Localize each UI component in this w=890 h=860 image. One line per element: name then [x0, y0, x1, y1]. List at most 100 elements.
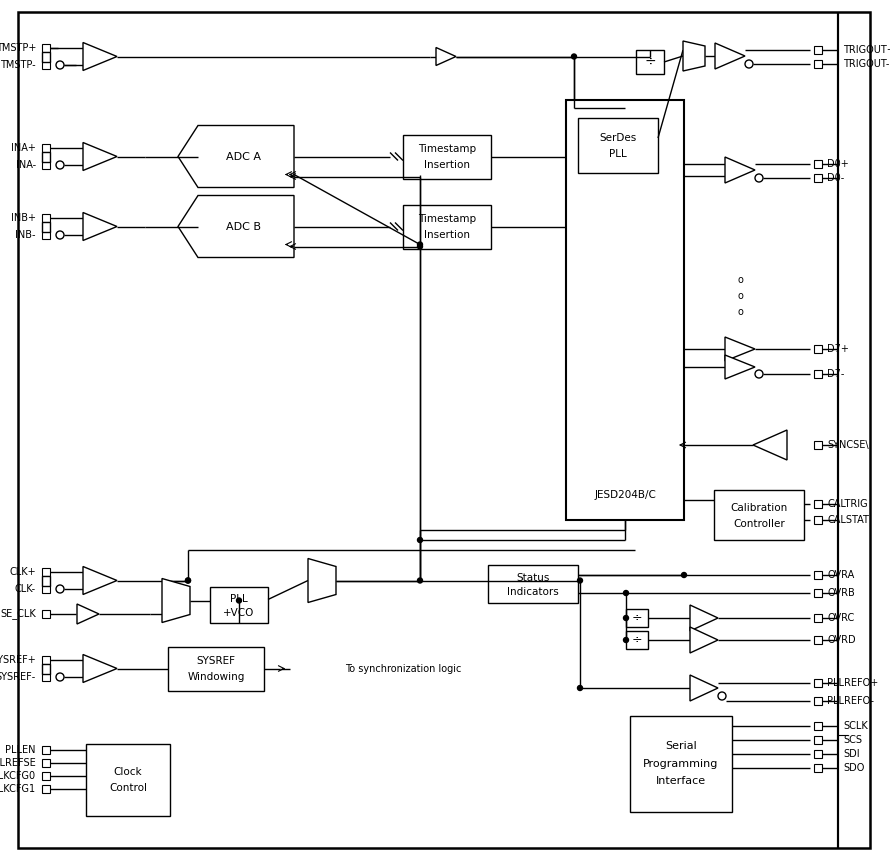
Polygon shape — [83, 143, 117, 170]
Text: OVRC: OVRC — [827, 613, 854, 623]
Bar — [42, 52, 50, 62]
Text: o: o — [737, 291, 743, 301]
Text: D7+: D7+ — [827, 344, 849, 354]
Bar — [42, 746, 50, 754]
Text: INB-: INB- — [15, 230, 36, 240]
Text: Programming: Programming — [643, 759, 719, 769]
Bar — [566, 100, 684, 520]
Bar — [630, 716, 732, 812]
Circle shape — [718, 692, 726, 700]
Text: o: o — [737, 275, 743, 285]
Circle shape — [56, 585, 64, 593]
Polygon shape — [725, 355, 755, 379]
Bar — [814, 160, 822, 168]
Bar — [814, 636, 822, 644]
Text: Timestamp: Timestamp — [418, 213, 476, 224]
Polygon shape — [753, 430, 787, 460]
Text: Interface: Interface — [656, 776, 706, 786]
Polygon shape — [725, 157, 755, 183]
Bar — [814, 764, 822, 772]
Text: ADC A: ADC A — [226, 151, 262, 162]
Bar — [814, 736, 822, 744]
Bar — [168, 647, 264, 691]
Text: o: o — [737, 307, 743, 317]
Polygon shape — [715, 43, 745, 69]
Text: TRIGOUT+: TRIGOUT+ — [843, 45, 890, 55]
Bar — [42, 222, 50, 231]
Text: +VCO: +VCO — [223, 607, 255, 617]
Text: SCS: SCS — [843, 735, 862, 745]
Text: CLK+: CLK+ — [10, 567, 36, 577]
Text: Indicators: Indicators — [507, 587, 559, 597]
Text: JESD204B/C: JESD204B/C — [594, 490, 656, 500]
Circle shape — [624, 616, 628, 621]
Bar — [814, 722, 822, 730]
Text: D7-: D7- — [827, 369, 845, 379]
Bar — [814, 571, 822, 579]
Text: PLLEN: PLLEN — [5, 745, 36, 755]
Bar — [42, 585, 50, 593]
Bar — [636, 50, 664, 74]
Text: CALTRIG: CALTRIG — [827, 499, 868, 509]
Text: ÷: ÷ — [632, 611, 643, 624]
Bar — [42, 231, 50, 239]
Bar — [42, 610, 50, 618]
Bar — [626, 609, 648, 627]
Bar — [814, 174, 822, 182]
Text: ÷: ÷ — [644, 55, 656, 69]
Polygon shape — [77, 604, 99, 624]
Bar — [42, 664, 50, 673]
Text: Timestamp: Timestamp — [418, 144, 476, 153]
Bar — [42, 656, 50, 664]
Text: PLL: PLL — [231, 594, 248, 605]
Text: SDI: SDI — [843, 749, 860, 759]
Polygon shape — [83, 654, 117, 683]
Circle shape — [571, 54, 577, 59]
Text: PLLREFO+: PLLREFO+ — [827, 678, 878, 688]
Polygon shape — [725, 337, 755, 361]
Text: SerDes: SerDes — [599, 133, 636, 143]
Text: Control: Control — [109, 783, 147, 793]
Text: SYSREF+: SYSREF+ — [0, 655, 36, 665]
Text: SCLK: SCLK — [843, 721, 868, 731]
Polygon shape — [690, 675, 718, 701]
Bar — [814, 370, 822, 378]
Polygon shape — [178, 126, 294, 187]
Text: TMSTP+: TMSTP+ — [0, 43, 36, 53]
Circle shape — [682, 573, 686, 578]
Bar — [42, 759, 50, 767]
Text: Clock: Clock — [114, 767, 142, 777]
Circle shape — [417, 244, 423, 249]
Polygon shape — [308, 558, 336, 603]
Text: SDO: SDO — [843, 763, 864, 773]
Bar — [42, 61, 50, 69]
Text: TRIGOUT-: TRIGOUT- — [843, 59, 889, 69]
Text: D0-: D0- — [827, 173, 845, 183]
Bar — [42, 673, 50, 681]
Bar — [403, 205, 491, 249]
Polygon shape — [436, 47, 456, 65]
Bar — [814, 60, 822, 68]
Circle shape — [417, 538, 423, 543]
Text: Status: Status — [516, 573, 550, 583]
Bar — [42, 785, 50, 793]
Circle shape — [578, 685, 582, 691]
Text: CLK-: CLK- — [15, 584, 36, 594]
Bar — [42, 772, 50, 780]
Circle shape — [417, 242, 423, 247]
Text: Serial: Serial — [665, 741, 697, 751]
Circle shape — [56, 673, 64, 681]
Circle shape — [417, 578, 423, 583]
Text: OVRA: OVRA — [827, 570, 854, 580]
Text: PLLREFO-: PLLREFO- — [827, 696, 874, 706]
Bar — [814, 614, 822, 622]
Bar — [42, 214, 50, 222]
Bar — [42, 568, 50, 576]
Circle shape — [185, 578, 190, 583]
Bar — [42, 151, 50, 162]
Text: PLL: PLL — [609, 149, 627, 159]
Text: Controller: Controller — [733, 519, 785, 529]
Text: INB+: INB+ — [11, 213, 36, 223]
Text: SYSREF: SYSREF — [197, 655, 236, 666]
Text: INA+: INA+ — [11, 143, 36, 153]
